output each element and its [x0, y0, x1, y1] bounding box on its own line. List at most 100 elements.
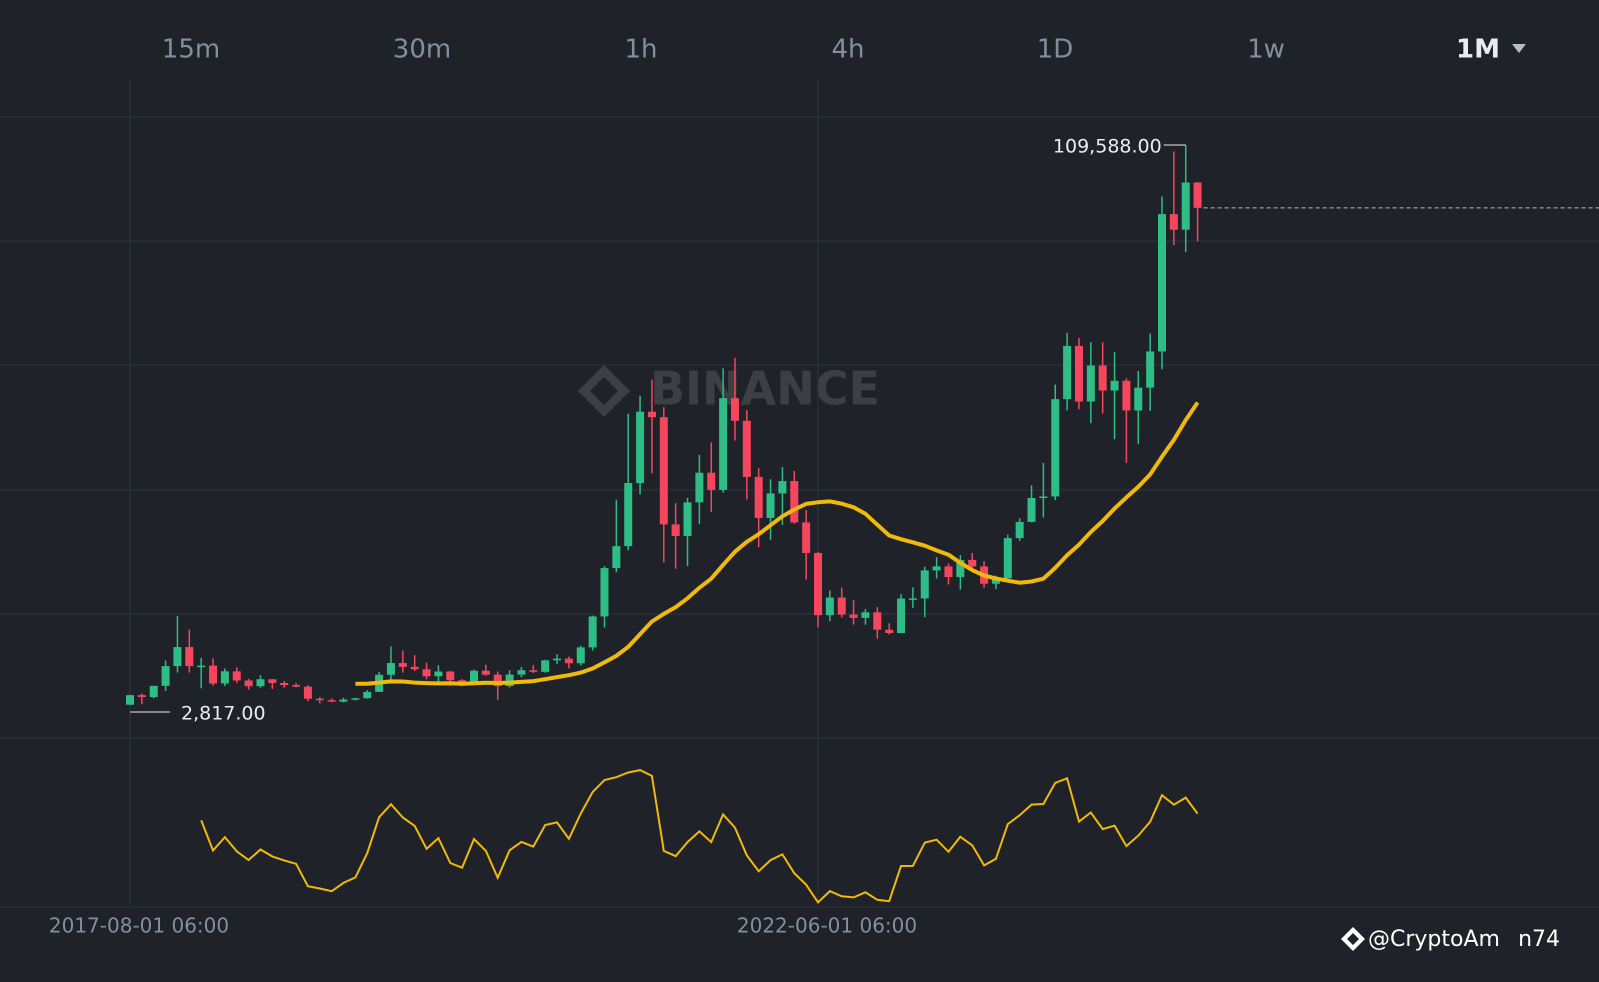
candle-body [612, 546, 621, 569]
candle-body [636, 411, 645, 484]
candle-body [1158, 214, 1166, 352]
candle-body [932, 566, 941, 571]
candle-body [600, 568, 609, 617]
candle-body [897, 598, 906, 634]
ma-line [355, 401, 1200, 686]
candle-body [814, 552, 822, 616]
candle-body [754, 476, 763, 518]
candle-body [1015, 521, 1024, 539]
candle-body [232, 671, 241, 681]
candle-body [292, 685, 301, 687]
candle-body [149, 685, 158, 698]
candle-body [410, 666, 419, 670]
credit-text: @CryptoAm [1368, 927, 1500, 952]
candle-body [861, 612, 870, 618]
candle-body [363, 691, 372, 699]
candle-body [671, 524, 680, 536]
dropdown-arrow[interactable] [1512, 44, 1526, 53]
interval-tab[interactable]: 1w [1247, 35, 1285, 65]
candle-body [885, 629, 894, 634]
candle-body [849, 614, 858, 618]
rsi-line [200, 769, 1199, 904]
candle-body [470, 670, 478, 683]
candle-body [1193, 182, 1202, 208]
watermark-logo [578, 365, 630, 417]
candle-body [719, 398, 728, 490]
candle-body [1003, 538, 1012, 579]
candle-body [1134, 387, 1143, 411]
candle-body [541, 660, 550, 672]
candle-body [386, 663, 395, 675]
candle-body [1074, 345, 1083, 402]
candle-body [1086, 365, 1095, 402]
candle-body [1122, 380, 1131, 411]
interval-tab[interactable]: 1D [1037, 35, 1074, 65]
watermark: BINANCE [578, 362, 880, 417]
credit-logo [1341, 927, 1365, 951]
candle-body [742, 420, 751, 477]
candle-body [303, 686, 312, 699]
candle-body [315, 698, 324, 701]
interval-tab[interactable]: 4h [831, 35, 864, 65]
candle-body [944, 566, 953, 578]
candle-body [339, 699, 348, 702]
candle-body [327, 700, 336, 702]
candle-body [683, 502, 692, 536]
candle-body [564, 658, 573, 664]
candle-body [505, 674, 514, 687]
candle-body [1051, 399, 1060, 497]
interval-tab[interactable]: 30m [393, 35, 451, 65]
candle-body [647, 411, 656, 418]
candle-body [837, 597, 846, 615]
candle-body [873, 612, 882, 630]
candle-body [802, 522, 811, 553]
candle-body [458, 680, 467, 683]
interval-tab[interactable]: 15m [162, 35, 220, 65]
candle-body [446, 671, 455, 681]
watermark-text: BINANCE [650, 362, 880, 416]
interval-tabs: 15m 30m 1h 4h 1D 1w 1M [162, 35, 1500, 65]
candle-body [280, 683, 289, 686]
candle-body [197, 665, 206, 668]
candle-body [529, 670, 538, 672]
min-label: 2,817.00 [181, 702, 266, 724]
candle-body [1146, 351, 1155, 388]
candle-body [956, 559, 965, 578]
candle-body [766, 493, 775, 518]
grid [0, 116, 1599, 908]
candle-body [778, 481, 787, 494]
candle-body [268, 679, 277, 684]
candle-body [553, 658, 562, 661]
max-label: 109,588.00 [1053, 135, 1162, 157]
x-tick-label: 2022-06-01 06:00 [737, 914, 917, 938]
candle-body [1110, 380, 1119, 391]
candle-body [790, 481, 799, 523]
candle-body [209, 665, 218, 684]
candle-body [695, 472, 704, 503]
interval-tab[interactable]: 1M [1456, 35, 1500, 65]
candle-body [351, 698, 360, 700]
candle-body [220, 671, 229, 684]
candle-body [481, 670, 490, 675]
candle-body [161, 666, 170, 686]
candle-body [398, 663, 407, 667]
candle-body [1098, 365, 1107, 391]
interval-tab[interactable]: 1h [624, 35, 657, 65]
candle-body [707, 472, 716, 490]
candle-body [256, 679, 265, 687]
x-tick-label: 2017-08-01 06:00 [49, 914, 229, 938]
candle-body [576, 647, 585, 664]
candle-body [968, 559, 977, 567]
candle-body [1181, 182, 1190, 230]
candle-body [624, 483, 633, 547]
candle-body [173, 647, 182, 667]
candle-body [825, 597, 834, 616]
candle-body [1169, 214, 1178, 230]
candle-body [1063, 345, 1072, 400]
candle-body [493, 674, 502, 687]
candle-body [1039, 496, 1048, 498]
candle-body [422, 669, 431, 677]
candle-body [730, 398, 739, 421]
